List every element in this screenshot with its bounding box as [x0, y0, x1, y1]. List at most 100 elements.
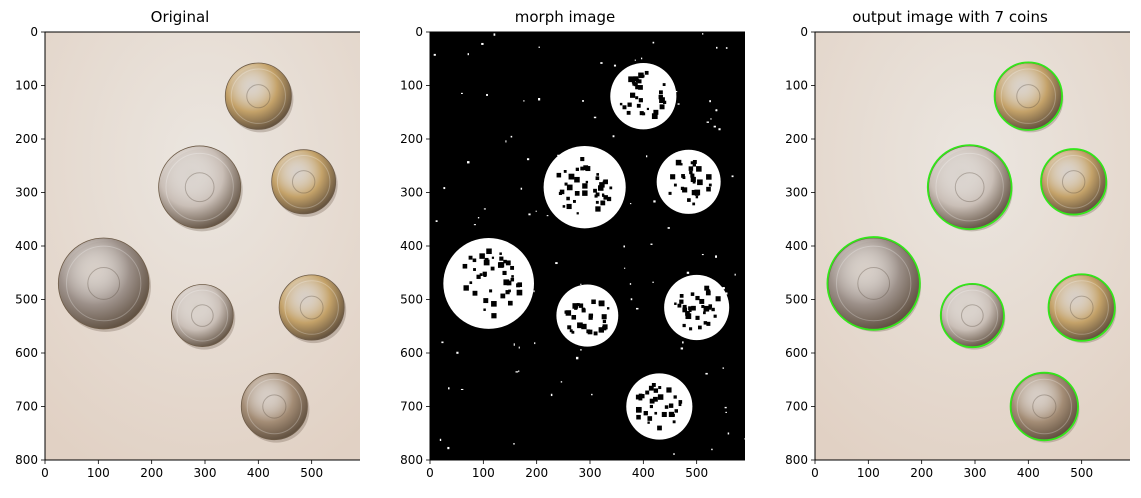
detection-circle: [1047, 273, 1116, 342]
y-tick-label: 200: [785, 132, 808, 146]
y-tick-label: 300: [15, 186, 38, 200]
mask-hole: [585, 180, 589, 184]
noise-speck: [645, 155, 648, 158]
noise-speck: [467, 161, 470, 164]
panel-original: Original 0 100 200 300 400 500 0 100 200 300 400 50…: [0, 0, 366, 494]
mask-hole: [659, 104, 665, 110]
mask-hole: [582, 183, 588, 189]
noise-speck: [702, 33, 704, 35]
mask-hole: [715, 296, 721, 302]
mask-hole: [685, 313, 692, 320]
panel-output: output image with 7 coins 0 100 200 300 400 5…: [770, 0, 1136, 494]
y-tick-label: 800: [15, 453, 38, 467]
mask-hole: [626, 110, 631, 115]
y-tick-label: 200: [400, 132, 423, 146]
mask-hole: [688, 166, 694, 171]
coin: [1041, 149, 1108, 217]
mask-hole: [599, 182, 605, 188]
noise-speck: [725, 47, 728, 49]
y-tick-label: 0: [30, 25, 38, 39]
mask-hole: [638, 98, 643, 103]
coin-face: [1041, 149, 1107, 215]
noise-speck: [528, 213, 531, 216]
noise-speck: [523, 100, 525, 102]
coin: [1048, 274, 1117, 344]
y-tick-label: 500: [400, 293, 423, 307]
noise-speck: [534, 342, 536, 345]
mask-hole: [635, 394, 641, 400]
mask-hole: [648, 385, 654, 391]
noise-speck: [706, 121, 709, 123]
mask-hole: [578, 303, 584, 308]
mask-hole: [598, 327, 605, 333]
coin-mask: [656, 149, 721, 214]
mask-hole: [651, 113, 658, 120]
coin-mask: [556, 284, 619, 347]
noise-speck: [557, 154, 560, 157]
noise-speck: [582, 100, 584, 102]
noise-speck: [443, 187, 446, 190]
mask-hole: [483, 298, 489, 304]
noise-speck: [613, 64, 617, 67]
coin-mask-disc: [626, 373, 693, 440]
mask-hole: [639, 111, 644, 116]
coin-face: [994, 62, 1062, 130]
noise-speck: [634, 59, 636, 61]
coin: [158, 145, 243, 232]
mask-hole: [697, 325, 702, 330]
detection-circle: [1009, 371, 1079, 442]
noise-speck: [456, 351, 459, 354]
noise-speck: [724, 406, 727, 409]
mask-hole: [677, 303, 682, 308]
mask-hole: [647, 421, 650, 424]
noise-speck: [580, 283, 582, 286]
coin-emblem: [1032, 394, 1057, 419]
noise-speck: [650, 243, 653, 245]
mask-hole: [653, 388, 659, 393]
noise-speck: [535, 210, 537, 212]
mask-hole: [511, 275, 514, 278]
mask-hole: [643, 411, 648, 416]
mask-hole: [628, 76, 634, 83]
noise-speck: [580, 349, 582, 351]
coin: [240, 372, 310, 443]
noise-speck: [520, 187, 523, 190]
mask-hole: [708, 304, 713, 308]
image-content: [815, 32, 1135, 460]
coin-emblem: [291, 170, 316, 194]
mask-hole: [638, 72, 644, 79]
mask-hole: [673, 395, 677, 399]
mask-hole: [630, 92, 636, 98]
noise-speck: [441, 341, 444, 344]
noise-speck: [673, 453, 675, 455]
mask-hole: [632, 83, 635, 86]
y-tick-label: 0: [800, 25, 808, 39]
coin-face: [827, 237, 920, 330]
mask-hole: [594, 194, 598, 198]
noise-speck: [600, 62, 603, 64]
noise-speck: [640, 57, 643, 60]
noise-speck: [710, 118, 712, 120]
x-tick-label: 300: [579, 466, 602, 480]
mask-hole: [638, 85, 643, 90]
noise-speck: [555, 262, 558, 265]
y-tick-label: 0: [415, 25, 423, 39]
mask-hole: [462, 263, 468, 269]
mask-hole: [516, 289, 523, 296]
mask-hole: [574, 191, 580, 196]
coin-rim: [176, 289, 229, 342]
x-tick-label: 400: [247, 466, 270, 480]
mask-hole: [571, 315, 577, 320]
mask-hole: [697, 179, 703, 186]
mask-hole: [706, 186, 711, 192]
noise-speck: [448, 387, 450, 390]
mask-hole: [463, 285, 469, 291]
coin: [57, 237, 152, 332]
noise-speck: [550, 393, 553, 397]
noise-speck: [725, 411, 727, 413]
mask-hole: [649, 398, 655, 404]
image-content: [45, 32, 365, 460]
mask-hole: [484, 257, 489, 262]
coin: [278, 274, 347, 344]
coin-mask-disc: [443, 237, 534, 329]
